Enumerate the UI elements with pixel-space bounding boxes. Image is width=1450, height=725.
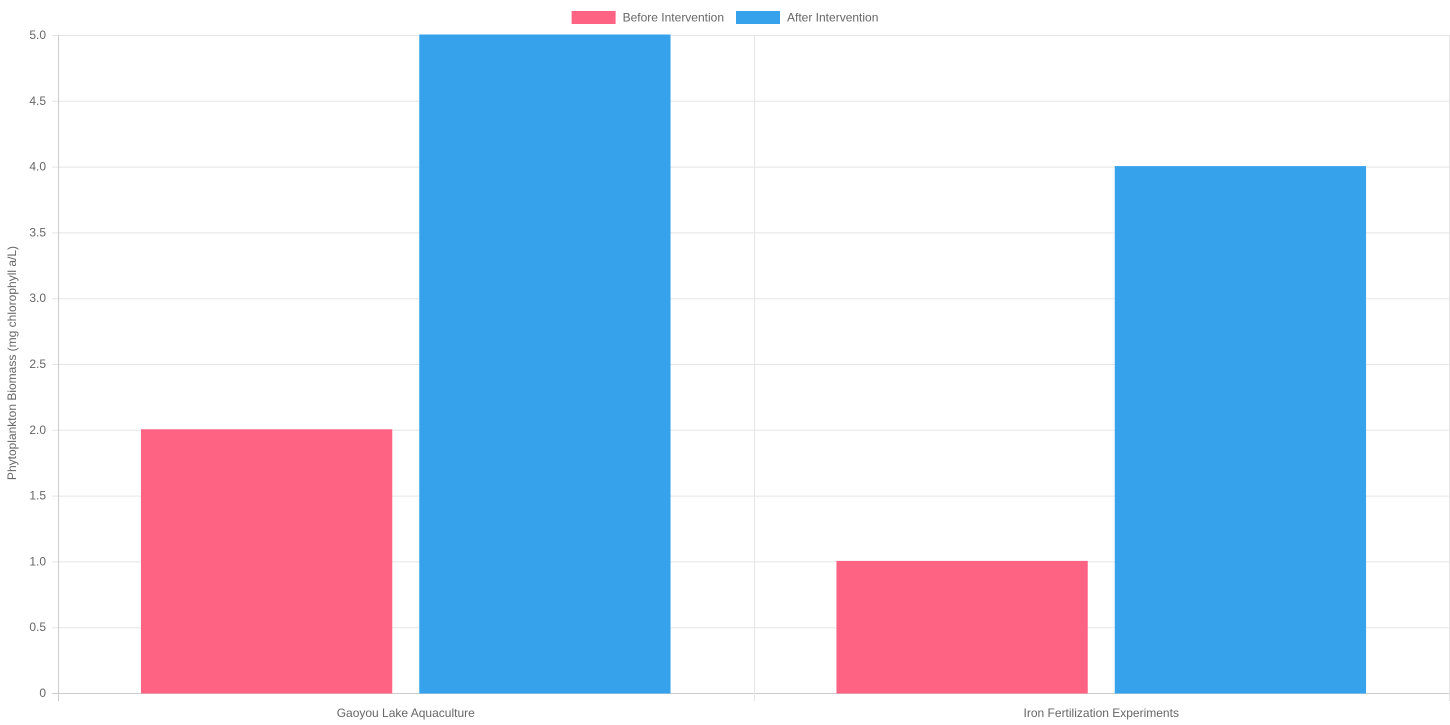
- x-tick-label: Iron Fertilization Experiments: [1024, 706, 1179, 720]
- y-tick-label: 2.5: [29, 357, 46, 371]
- bar-after-1[interactable]: [1114, 166, 1367, 694]
- bar-before-0[interactable]: [140, 429, 393, 694]
- legend-label[interactable]: After Intervention: [787, 11, 878, 25]
- legend-swatch[interactable]: [571, 11, 616, 24]
- y-tick-label: 5.0: [29, 28, 46, 42]
- y-tick-label: 1.0: [29, 554, 46, 568]
- legend[interactable]: Before Intervention After Intervention: [571, 11, 879, 25]
- y-tick-label: 3.0: [29, 291, 46, 305]
- axes: 0 0.5 1.0 1.5 2.0 2.5 3.0 3.5 4.0 4.5 5.0 Gaoyou La…: [29, 28, 1179, 720]
- bar-after-0[interactable]: [419, 34, 671, 694]
- y-tick-label: 1.5: [29, 489, 46, 503]
- legend-swatch[interactable]: [736, 11, 781, 24]
- x-tick-label: Gaoyou Lake Aquaculture: [337, 706, 475, 720]
- legend-label[interactable]: Before Intervention: [623, 11, 724, 25]
- y-tick-label: 3.5: [29, 225, 46, 239]
- y-tick-label: 0.5: [29, 620, 46, 634]
- bar-before-1[interactable]: [836, 560, 1088, 694]
- y-tick-label: 0: [39, 686, 46, 700]
- y-tick-label: 4.0: [29, 160, 46, 174]
- y-tick-label: 2.0: [29, 423, 46, 437]
- bars: [140, 34, 1367, 694]
- y-tick-label: 4.5: [29, 94, 46, 108]
- y-axis-title: Phytoplankton Biomass (mg chlorophyll a/…: [5, 246, 19, 480]
